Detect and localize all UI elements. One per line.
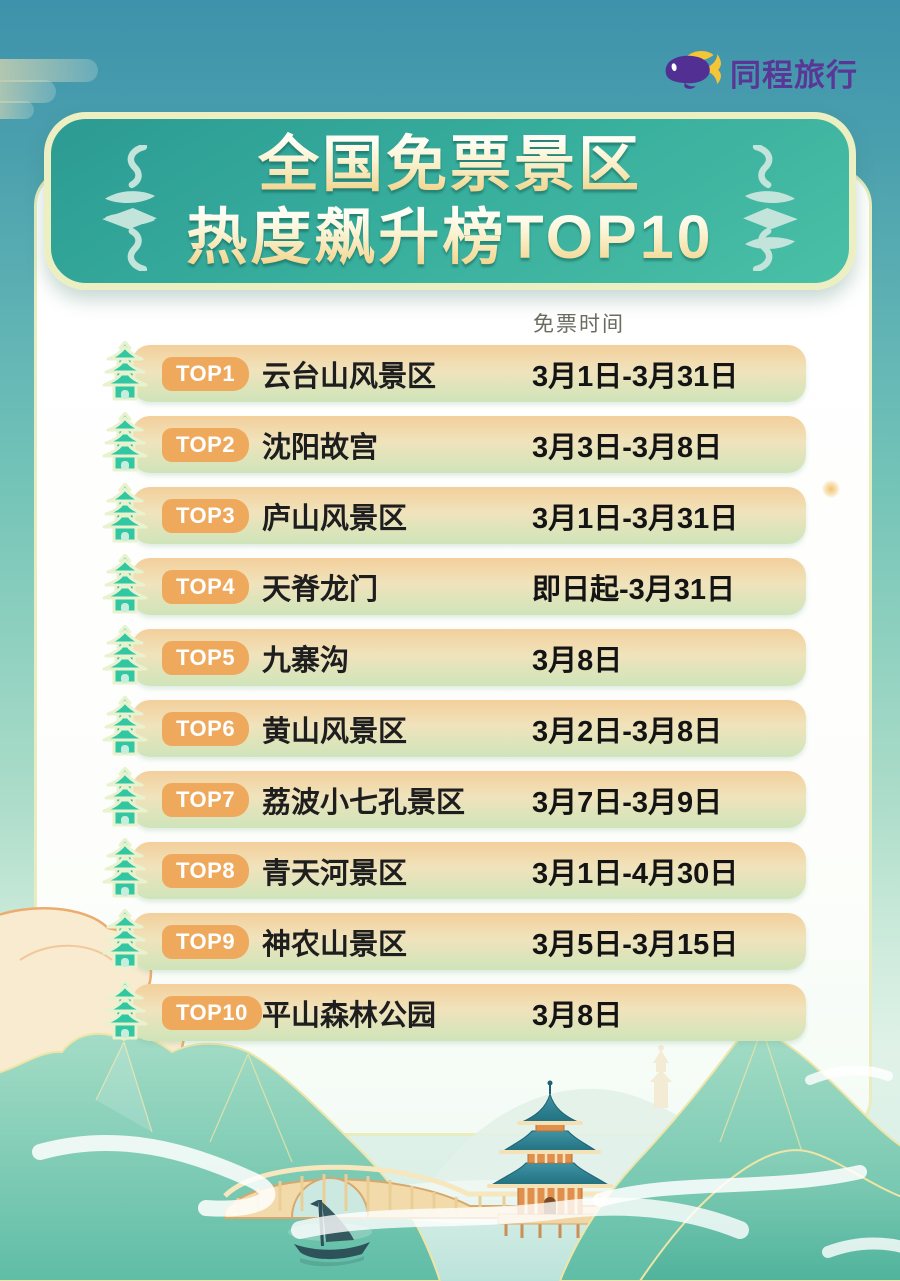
cloud-ornament-icon: [743, 145, 798, 271]
pagoda-icon: [102, 482, 148, 545]
pagoda-icon: [102, 411, 148, 474]
free-time: 3月7日-3月9日: [532, 786, 723, 819]
free-time: 3月1日-4月30日: [532, 857, 739, 890]
list-item: TOP9 神农山景区 3月5日-3月15日: [102, 908, 806, 970]
brand-name: 同程旅行: [730, 58, 858, 93]
free-time: 3月8日: [532, 644, 623, 677]
rank-badge: TOP2: [162, 427, 250, 462]
spot-name: 青天河景区: [262, 857, 408, 890]
free-time: 3月1日-3月31日: [532, 360, 739, 393]
free-time: 3月5日-3月15日: [532, 928, 739, 961]
pagoda-icon: [102, 695, 148, 758]
list-item: TOP6 黄山风景区 3月2日-3月8日: [102, 695, 806, 757]
title-banner: 全国免票景区 热度飙升榜TOP10: [44, 112, 856, 290]
brand-logo: 同程旅行: [660, 48, 858, 97]
pagoda-icon: [102, 624, 148, 687]
free-time-column-header: 免票时间: [533, 313, 625, 336]
pagoda-icon: [102, 766, 148, 829]
ranking-list: TOP1 云台山风景区 3月1日-3月31日 TOP2 沈阳故宫 3月3日-3月…: [102, 340, 806, 1055]
mist: [32, 1065, 900, 1258]
spot-name: 庐山风景区: [262, 502, 408, 535]
poster-title-line1: 全国免票景区: [258, 128, 642, 201]
spot-name: 平山森林公园: [262, 999, 437, 1032]
free-time: 3月2日-3月8日: [532, 715, 723, 748]
list-item: TOP4 天脊龙门 即日起-3月31日: [102, 553, 806, 615]
rank-badge: TOP8: [162, 853, 250, 888]
spot-name: 沈阳故宫: [262, 431, 379, 464]
pagoda-icon: [102, 340, 148, 403]
pagoda-icon: [102, 908, 148, 971]
spot-name: 天脊龙门: [262, 573, 379, 606]
rank-badge: TOP10: [162, 995, 262, 1030]
whale-icon: [660, 48, 722, 97]
spot-name: 荔波小七孔景区: [262, 786, 466, 819]
list-item: TOP3 庐山风景区 3月1日-3月31日: [102, 482, 806, 544]
list-item: TOP5 九寨沟 3月8日: [102, 624, 806, 686]
free-time: 3月8日: [532, 999, 623, 1032]
pagoda-icon: [102, 979, 148, 1042]
cloud-ornament-icon: [101, 145, 159, 271]
list-item: TOP8 青天河景区 3月1日-4月30日: [102, 837, 806, 899]
pagoda-icon: [102, 837, 148, 900]
free-time: 即日起-3月31日: [532, 573, 736, 606]
poster-title-line2: 热度飙升榜TOP10: [186, 201, 713, 274]
spot-name: 黄山风景区: [262, 715, 408, 748]
free-time: 3月3日-3月8日: [532, 431, 723, 464]
spot-name: 九寨沟: [262, 644, 350, 677]
list-item: TOP2 沈阳故宫 3月3日-3月8日: [102, 411, 806, 473]
free-time: 3月1日-3月31日: [532, 502, 739, 535]
rank-badge: TOP9: [162, 924, 250, 959]
list-item: TOP7 荔波小七孔景区 3月7日-3月9日: [102, 766, 806, 828]
distant-tower-icon: [650, 1045, 672, 1108]
landscape-illustration: [0, 907, 900, 1281]
rank-badge: TOP3: [162, 498, 250, 533]
list-item: TOP10 平山森林公园 3月8日: [102, 979, 806, 1041]
pagoda-icon: [102, 553, 148, 616]
spot-name: 云台山风景区: [262, 360, 437, 393]
spot-name: 神农山景区: [262, 928, 408, 961]
rank-badge: TOP7: [162, 782, 250, 817]
rank-badge: TOP5: [162, 640, 250, 675]
sparkle-dot-icon: [822, 480, 840, 498]
rank-badge: TOP6: [162, 711, 250, 746]
rank-badge: TOP1: [162, 356, 250, 391]
rank-badge: TOP4: [162, 569, 250, 604]
list-item: TOP1 云台山风景区 3月1日-3月31日: [102, 340, 806, 402]
